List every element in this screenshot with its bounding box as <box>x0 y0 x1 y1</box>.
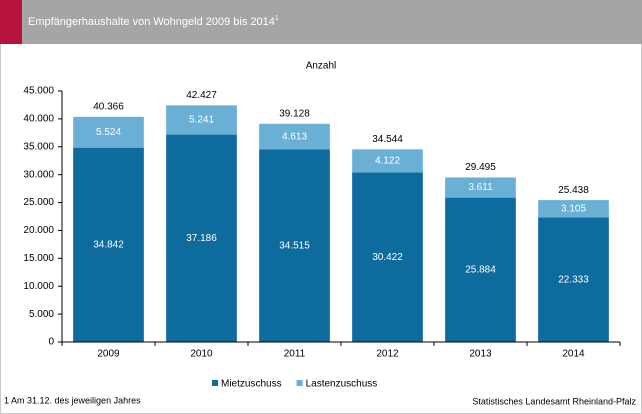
footnote: 1 Am 31.12. des jeweiligen Jahres <box>4 395 141 405</box>
title-note-marker: 1 <box>275 15 279 22</box>
bar-segment <box>166 134 237 342</box>
y-tick-label: 45.000 <box>23 86 54 97</box>
bar-segment <box>445 177 516 198</box>
legend-swatch <box>296 380 303 386</box>
bar-segment <box>73 116 144 148</box>
legend-label: Mietzuschuss <box>221 379 282 390</box>
value-label: 3.611 <box>468 182 493 193</box>
x-tick-label: 2010 <box>190 349 213 360</box>
header-accent <box>0 0 22 44</box>
bar-segment <box>73 147 144 342</box>
value-label: 5.241 <box>189 115 214 126</box>
total-label: 39.128 <box>279 108 310 119</box>
axis-label: Anzahl <box>306 61 337 72</box>
bar-segment <box>538 200 609 218</box>
value-label: 34.842 <box>93 239 124 250</box>
y-tick-label: 5.000 <box>29 309 54 320</box>
value-label: 3.105 <box>561 203 586 214</box>
value-label: 30.422 <box>372 252 403 263</box>
bar-segment <box>352 172 423 342</box>
bar-segment <box>166 105 237 135</box>
total-label: 29.495 <box>465 162 496 173</box>
bar-segment <box>259 149 330 342</box>
y-tick-label: 0 <box>48 337 54 348</box>
value-label: 4.613 <box>282 131 307 142</box>
y-tick-label: 15.000 <box>23 253 54 264</box>
total-label: 40.366 <box>93 101 124 112</box>
total-label: 25.438 <box>558 185 589 196</box>
x-tick-label: 2012 <box>376 349 399 360</box>
total-label: 42.427 <box>186 90 217 101</box>
header-band <box>0 0 642 44</box>
value-label: 25.884 <box>465 264 496 275</box>
value-label: 34.515 <box>279 240 310 251</box>
chart-title: Empfängerhaushalte von Wohngeld 2009 bis… <box>28 15 279 28</box>
y-tick-label: 40.000 <box>23 114 54 125</box>
bar-segment <box>352 149 423 173</box>
x-tick-label: 2013 <box>469 349 492 360</box>
y-tick-label: 35.000 <box>23 141 54 152</box>
x-tick-label: 2011 <box>284 349 306 360</box>
legend-label: Lastenzuschuss <box>306 379 378 390</box>
title-text: Empfängerhaushalte von Wohngeld 2009 bis… <box>28 16 275 28</box>
value-label: 5.524 <box>96 127 121 138</box>
y-tick-label: 25.000 <box>23 197 54 208</box>
x-tick-label: 2014 <box>562 349 585 360</box>
y-tick-label: 10.000 <box>23 281 54 292</box>
source: Statistisches Landesamt Rheinland-Pfalz <box>472 396 636 406</box>
legend-swatch <box>212 380 218 386</box>
x-tick-label: 2009 <box>97 349 120 360</box>
bar-segment <box>538 217 609 342</box>
bar-segment <box>259 123 330 150</box>
value-label: 22.333 <box>558 274 589 285</box>
y-tick-label: 30.000 <box>23 169 54 180</box>
y-tick-label: 20.000 <box>23 225 54 236</box>
value-label: 4.122 <box>375 155 400 166</box>
total-label: 34.544 <box>372 134 403 145</box>
value-label: 37.186 <box>186 233 217 244</box>
bar-segment <box>445 197 516 342</box>
